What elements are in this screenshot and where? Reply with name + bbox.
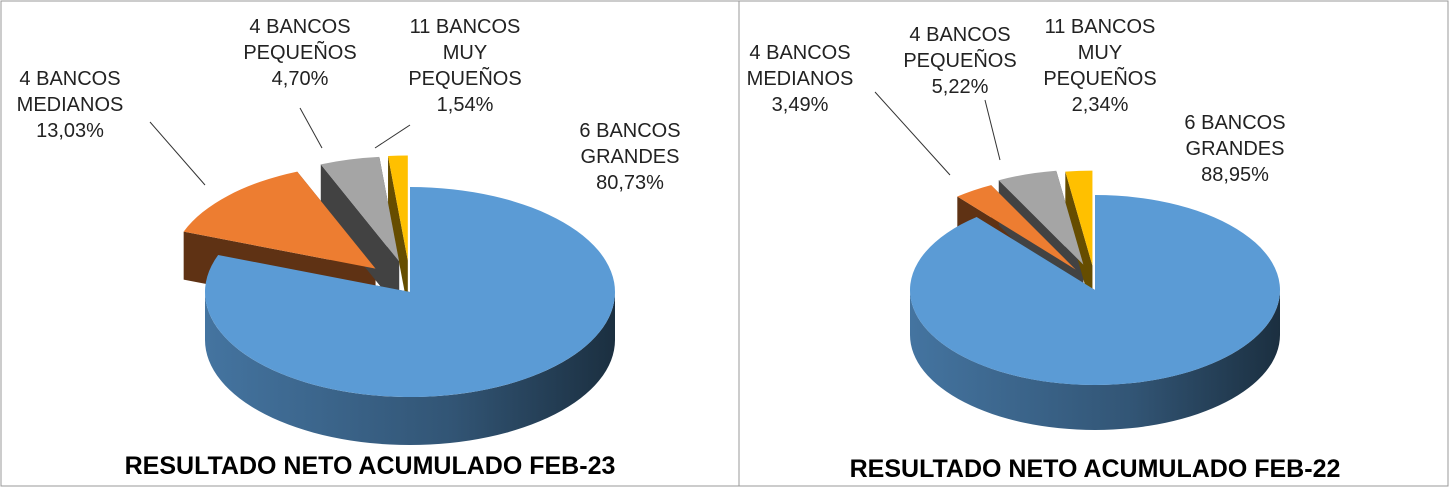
chart-title: RESULTADO NETO ACUMULADO FEB-22 [849,455,1341,483]
slice-value-label: 5,22% [931,76,989,98]
slice-label: 4 BANCOS PEQUEÑOS [243,16,357,64]
slice-value-label: 3,49% [771,94,829,116]
slice-value-label: 1,54% [436,94,494,116]
leader-line [149,121,206,186]
leader-line [984,99,1001,161]
slice [909,195,1280,385]
slice [183,171,376,269]
slice [388,155,408,261]
leader-line [299,107,323,149]
slice-side [320,164,400,310]
slice [1065,170,1093,266]
slice-value-label: 4,70% [271,68,329,90]
slice-side [388,156,408,309]
leader-line [374,124,411,149]
slice-value-label: 80,73% [596,172,664,194]
slice-label: 11 BANCOS MUY PEQUEÑOS [1043,16,1157,90]
slice-label: 6 BANCOS GRANDES [1184,112,1286,160]
chart-title: RESULTADO NETO ACUMULADO FEB-23 [124,452,616,480]
slice [204,187,616,397]
slice-wall [910,290,1280,430]
slice-value-label: 88,95% [1201,164,1269,186]
slice [998,170,1084,265]
slice-label: 4 BANCOS MEDIANOS [746,42,854,90]
slice-side [1065,171,1093,311]
slice-value-label: 13,03% [36,120,104,142]
slice-label: 11 BANCOS MUY PEQUEÑOS [408,16,522,90]
slice-label: 4 BANCOS PEQUEÑOS [903,24,1017,72]
slice-label: 4 BANCOS MEDIANOS [16,68,124,116]
slice [957,185,1076,270]
panel-border [738,0,1449,487]
slice-label: 6 BANCOS GRANDES [579,120,681,168]
slice-value-label: 2,34% [1071,94,1129,116]
slice-wall [205,292,615,445]
leader-line [874,91,951,176]
slice [320,156,400,262]
